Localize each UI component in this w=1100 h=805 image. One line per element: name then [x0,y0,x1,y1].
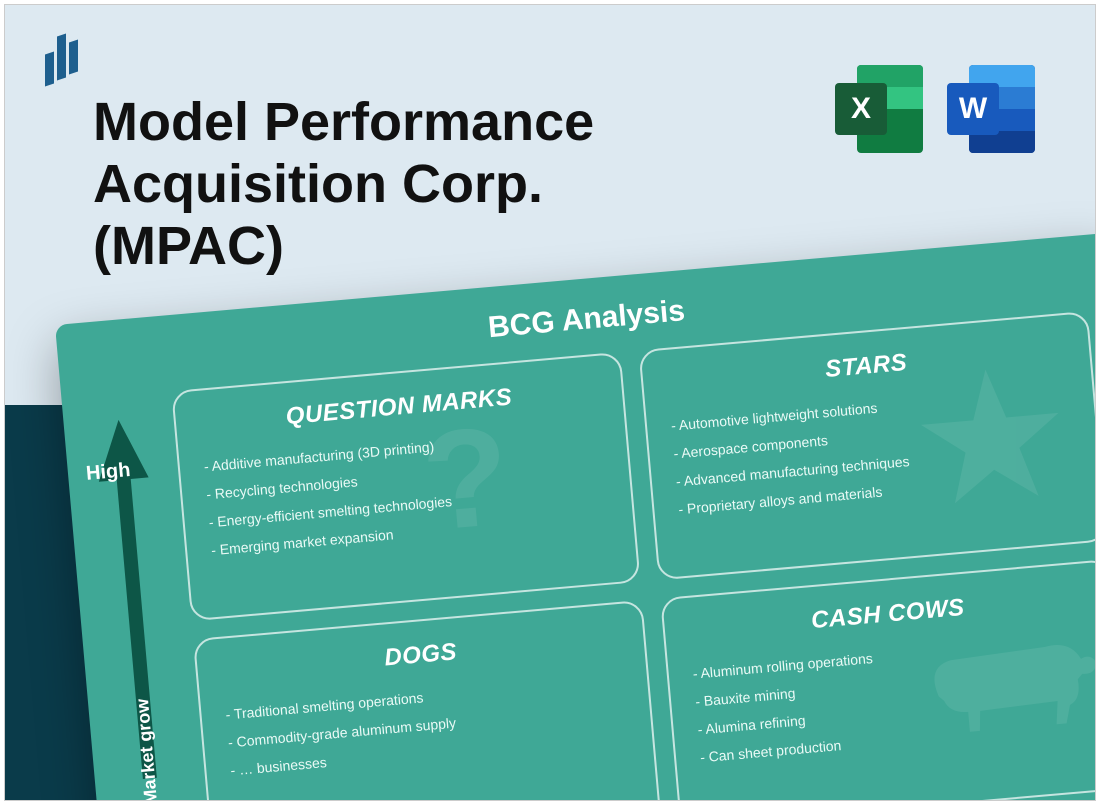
title-line-2: Acquisition Corp. [93,153,594,215]
cow-watermark-icon [901,592,1096,749]
star-watermark-icon [910,356,1073,519]
excel-letter: X [835,83,887,135]
axis-high-label: High [85,459,131,486]
quadrant-dogs: DOGS Traditional smelting operations Com… [193,600,662,801]
brand-bars-icon [45,35,78,89]
bcg-card: BCG Analysis High Market grow ? QUESTION… [55,233,1096,801]
infographic-frame: Model Performance Acquisition Corp. (MPA… [4,4,1096,801]
page-title: Model Performance Acquisition Corp. (MPA… [93,91,594,277]
quadrant-question-marks: ? QUESTION MARKS Additive manufacturing … [171,352,640,621]
app-icon-row: X W [835,65,1035,153]
quadrant-item-list: Additive manufacturing (3D printing) Rec… [203,418,610,564]
quadrant-stars: STARS Automotive lightweight solutions A… [638,311,1096,580]
word-icon: W [947,65,1035,153]
bcg-grid: ? QUESTION MARKS Additive manufacturing … [171,311,1096,801]
quadrant-item-list: Traditional smelting operations Commodit… [224,666,629,784]
quadrant-cash-cows: CASH COWS Aluminum rolling operations Ba… [660,559,1096,801]
title-line-3: (MPAC) [93,215,594,277]
word-letter: W [947,83,999,135]
title-line-1: Model Performance [93,91,594,153]
excel-icon: X [835,65,923,153]
